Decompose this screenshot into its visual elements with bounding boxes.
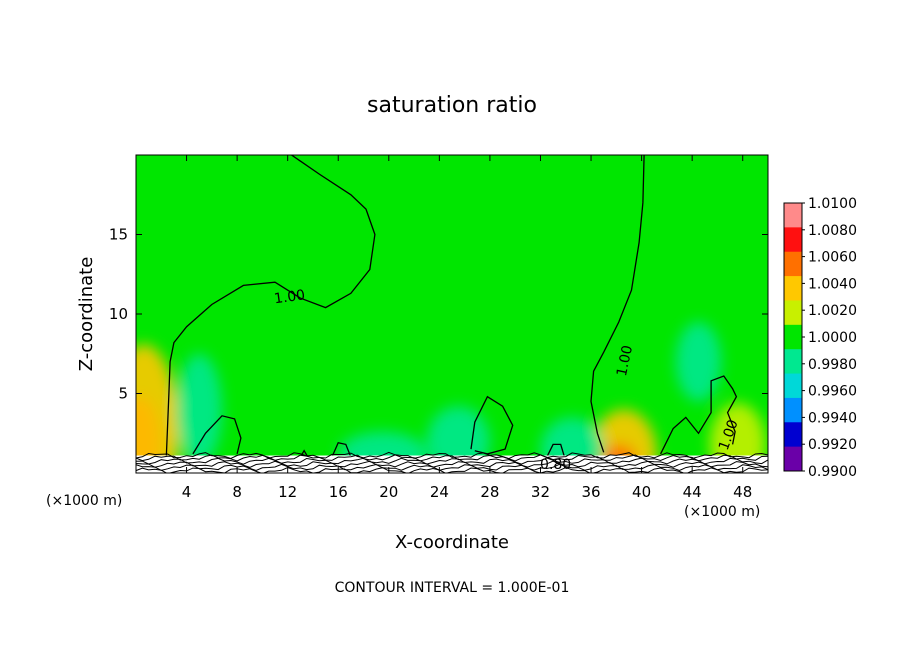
colorbar-label: 1.0080: [808, 223, 857, 239]
heat-spot: [176, 353, 222, 466]
x-tick-label: 12: [278, 483, 297, 501]
contour-line: [192, 415, 242, 455]
contour-interval-note: CONTOUR INTERVAL = 1.000E-01: [335, 580, 570, 596]
terrain-contour: [136, 466, 768, 473]
chart-title: saturation ratio: [367, 93, 537, 118]
x-tick-label: 20: [379, 483, 398, 501]
colorbar-label: 0.9960: [808, 384, 857, 400]
y-tick-label: 10: [109, 305, 128, 323]
terrain-band: [136, 451, 768, 473]
colorbar-label: 0.9900: [808, 464, 857, 480]
contour-line: [331, 442, 352, 458]
contour-lines: [165, 155, 738, 458]
x-axis-ticks: 4 8 12 16 20 24 28 32 36 40 44 48: [182, 155, 752, 501]
y-axis-label: Z-coordinate: [76, 257, 97, 372]
y-tick-label: 5: [118, 385, 128, 403]
colorbar-label: 1.0040: [808, 276, 857, 292]
colorbar-swatch: [784, 276, 802, 301]
colorbar-label: 0.9940: [808, 410, 857, 426]
colorbar-swatch: [784, 446, 802, 472]
colorbar-swatch: [784, 422, 802, 448]
x-tick-label: 44: [683, 483, 702, 501]
contour-line: [660, 375, 738, 455]
x-tick-label: 32: [531, 483, 550, 501]
terrain-contour: [136, 460, 768, 468]
colorbar-swatch: [784, 349, 802, 375]
colorbar-label: 0.9980: [808, 357, 857, 373]
x-tick-label: 28: [480, 483, 499, 501]
colorbar-label: 0.9920: [808, 437, 857, 453]
colorbar-swatch: [784, 324, 802, 350]
heat-spot: [675, 321, 722, 402]
contour-line: [590, 155, 645, 453]
x-tick-label: 16: [329, 483, 348, 501]
heat-spot: [136, 344, 179, 473]
contour-line: [165, 155, 376, 458]
colorbar-label: 1.0100: [808, 196, 857, 212]
x-tick-label: 24: [430, 483, 449, 501]
x-axis-unit-right: (×1000 m): [684, 504, 760, 520]
x-axis-unit-left: (×1000 m): [46, 493, 122, 509]
x-tick-label: 4: [182, 483, 192, 501]
terrain-contour: [136, 454, 768, 462]
colorbar-swatch: [784, 203, 802, 228]
contour-label: 0.80: [540, 457, 571, 473]
terrain-contour: [136, 451, 768, 460]
x-tick-label: 48: [733, 483, 752, 501]
colorbar-swatch: [784, 397, 802, 423]
x-axis-label: X-coordinate: [395, 532, 509, 553]
x-tick-label: 8: [232, 483, 242, 501]
contour-line: [470, 395, 514, 455]
colorbar-label: 1.0020: [808, 303, 857, 319]
y-tick-label: 15: [109, 226, 128, 244]
colorbar: 1.0100 1.0080 1.0060 1.0040 1.0020 1.0000 0.99…: [783, 196, 857, 480]
y-axis-ticks: 5 10 15: [109, 226, 768, 403]
colorbar-swatch: [784, 227, 802, 253]
plot-area: 1.001.001.000.80: [136, 155, 768, 473]
colorbar-label: 1.0060: [808, 250, 857, 266]
colorbar-swatch: [784, 300, 802, 326]
contour-label: 1.00: [273, 287, 306, 307]
colorbar-label: 1.0000: [808, 330, 857, 346]
terrain-contour: [136, 457, 768, 465]
x-tick-label: 36: [581, 483, 600, 501]
colorbar-swatch: [784, 251, 802, 277]
terrain-contour: [136, 463, 768, 472]
x-tick-label: 40: [632, 483, 651, 501]
contour-line: [546, 443, 566, 458]
colorbar-swatch: [784, 373, 802, 399]
contour-label: 1.00: [614, 344, 636, 378]
